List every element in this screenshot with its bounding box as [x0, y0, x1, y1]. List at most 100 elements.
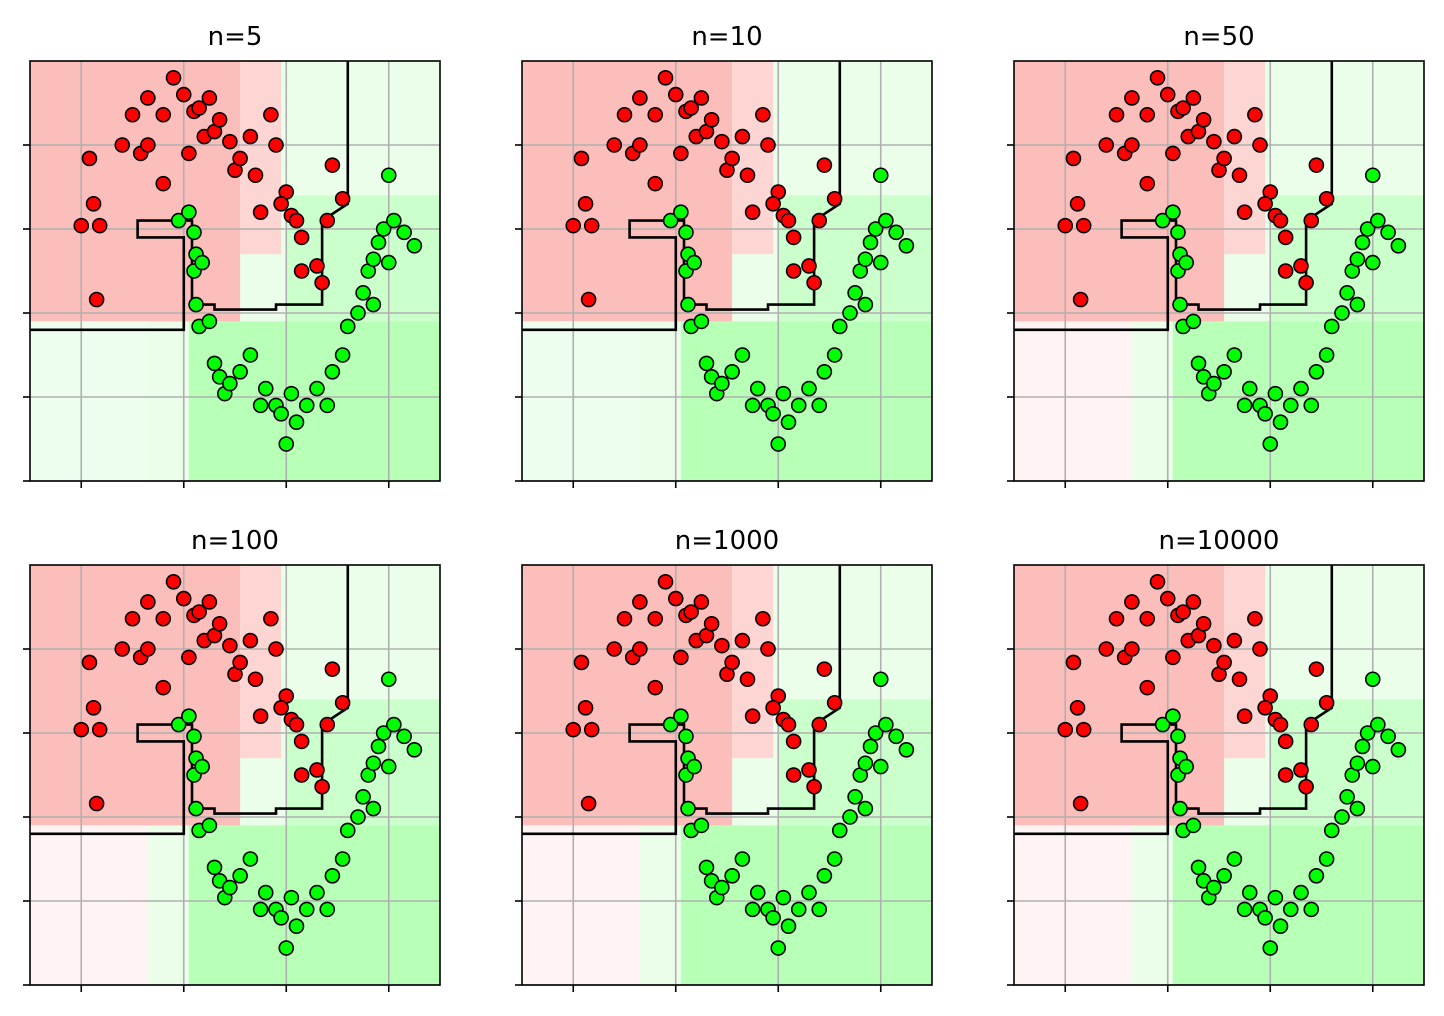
point-green [1308, 867, 1325, 884]
point-red [124, 610, 141, 627]
point-green [298, 397, 315, 414]
scatter-points [1057, 573, 1407, 956]
point-green [816, 867, 833, 884]
grid [1014, 565, 1424, 986]
point-red [222, 637, 238, 654]
point-green [693, 313, 710, 330]
point-red [673, 649, 689, 666]
point-green [1354, 234, 1371, 251]
point-green [801, 884, 817, 901]
point-green [386, 212, 402, 229]
point-red [1293, 762, 1309, 778]
point-green [842, 305, 858, 321]
point-red [165, 70, 182, 86]
point-red [785, 263, 802, 279]
point-red [1075, 721, 1092, 738]
point-red [1165, 145, 1181, 162]
point-red [1277, 229, 1294, 246]
point-red [744, 204, 761, 220]
point-red [714, 637, 730, 654]
point-green [1241, 884, 1258, 901]
point-green [1354, 738, 1371, 755]
region-green [680, 321, 932, 481]
region-green [1172, 321, 1424, 481]
point-red [1149, 70, 1166, 86]
point-green [678, 224, 694, 241]
point-green [1282, 901, 1299, 918]
point-red [1293, 258, 1309, 274]
point-green [339, 822, 356, 839]
point-red [140, 137, 156, 153]
point-green [396, 224, 412, 241]
point-red [268, 137, 284, 153]
point-green [1282, 397, 1299, 414]
point-red [632, 137, 648, 153]
region-green [188, 825, 440, 985]
point-green [693, 817, 710, 834]
region-green-light [1270, 699, 1424, 826]
point-green [1364, 254, 1381, 271]
point-red [673, 145, 689, 162]
point-green [878, 212, 894, 229]
point-green [1257, 405, 1273, 422]
region-green-light [778, 195, 932, 322]
point-red [175, 86, 192, 103]
point-red [324, 661, 341, 677]
point-red [263, 106, 279, 123]
point-red [293, 733, 310, 750]
point-red [232, 150, 248, 167]
point-red [1226, 128, 1243, 145]
point-red [1175, 100, 1191, 116]
point-green [222, 879, 238, 896]
point-green [355, 285, 371, 301]
point-red [1057, 721, 1074, 738]
point-red [155, 610, 172, 627]
point-green [1318, 851, 1335, 867]
point-red [1175, 604, 1191, 620]
point-green [232, 867, 248, 884]
point-red [647, 679, 664, 696]
point-green [1303, 901, 1320, 918]
subplot-3: n=100 [23, 526, 441, 992]
point-red [1195, 112, 1212, 128]
point-green [1339, 285, 1355, 301]
point-red [155, 175, 172, 192]
point-red [242, 632, 259, 649]
point-red [1247, 610, 1263, 627]
point-green [888, 224, 904, 241]
point-red [755, 106, 771, 123]
point-red [683, 604, 699, 620]
point-green [1206, 879, 1222, 896]
region-green-light [1270, 195, 1424, 322]
point-green [1190, 859, 1207, 876]
point-red [1139, 610, 1156, 627]
point-red [580, 795, 597, 812]
point-red [211, 112, 228, 128]
axes-frame [1013, 60, 1425, 482]
point-green [857, 800, 874, 817]
point-green [278, 940, 295, 956]
point-red [734, 632, 751, 649]
axes-frame [29, 60, 441, 482]
point-red [1252, 137, 1268, 153]
region-green [1172, 825, 1424, 985]
point-red [755, 610, 771, 627]
subplot-4: n=1000 [515, 526, 933, 992]
point-green [406, 238, 423, 254]
point-green [206, 859, 223, 876]
point-green [1216, 363, 1232, 380]
region-pale [1014, 321, 1132, 481]
point-green [375, 725, 392, 741]
point-red [573, 150, 590, 167]
point-green [1267, 385, 1284, 402]
scatter-points [73, 70, 423, 452]
point-green [1308, 363, 1325, 380]
point-green [780, 918, 797, 935]
point-green [1272, 918, 1289, 935]
point-red [334, 190, 351, 207]
point-red [785, 733, 802, 750]
point-red [252, 204, 269, 220]
subplot-title: n=100 [191, 526, 279, 556]
point-green [1165, 708, 1181, 725]
ticks [23, 648, 390, 992]
